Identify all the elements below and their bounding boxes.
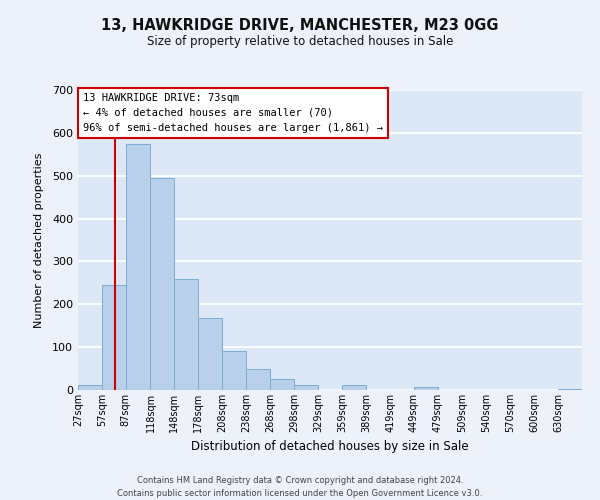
Bar — [222, 352, 246, 390]
Bar — [294, 385, 319, 390]
Bar — [151, 178, 175, 390]
Y-axis label: Number of detached properties: Number of detached properties — [34, 152, 44, 328]
Bar — [78, 385, 102, 390]
Bar — [102, 285, 126, 390]
Text: Size of property relative to detached houses in Sale: Size of property relative to detached ho… — [147, 35, 453, 48]
Bar — [198, 318, 222, 390]
Bar — [414, 387, 438, 390]
Bar — [343, 385, 366, 390]
Bar — [246, 370, 270, 390]
Bar — [270, 380, 294, 390]
Text: 13, HAWKRIDGE DRIVE, MANCHESTER, M23 0GG: 13, HAWKRIDGE DRIVE, MANCHESTER, M23 0GG — [101, 18, 499, 32]
Bar — [126, 144, 151, 390]
Text: Contains HM Land Registry data © Crown copyright and database right 2024.
Contai: Contains HM Land Registry data © Crown c… — [118, 476, 482, 498]
Bar — [558, 388, 582, 390]
Text: 13 HAWKRIDGE DRIVE: 73sqm
← 4% of detached houses are smaller (70)
96% of semi-d: 13 HAWKRIDGE DRIVE: 73sqm ← 4% of detach… — [83, 93, 383, 132]
Bar — [175, 278, 198, 390]
X-axis label: Distribution of detached houses by size in Sale: Distribution of detached houses by size … — [191, 440, 469, 454]
